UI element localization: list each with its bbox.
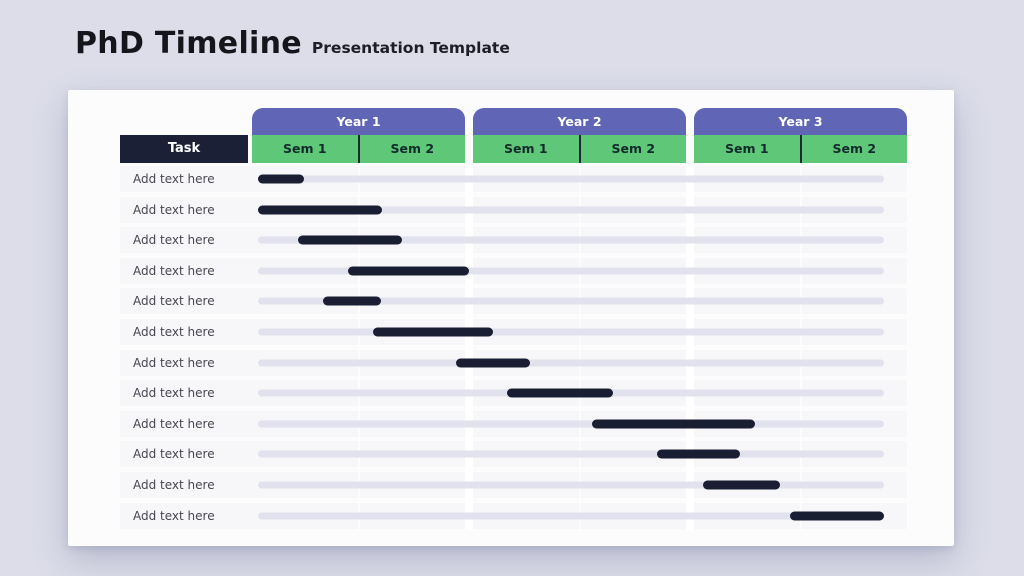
semester-header: Sem 1 <box>503 141 548 156</box>
task-rows: Add text here Add text here Add text her… <box>120 166 907 533</box>
gantt-bar <box>703 480 780 490</box>
year-group: Year 2 Sem 1 Sem 2 <box>473 108 686 163</box>
gantt-track <box>258 296 884 306</box>
task-placeholder-text[interactable]: Add text here <box>133 233 215 248</box>
year-header: Year 1 <box>252 108 465 135</box>
semester-row: Sem 1 Sem 2 <box>252 135 465 163</box>
task-row: Add text here <box>120 380 907 407</box>
year-group: Year 1 Sem 1 Sem 2 <box>252 108 465 163</box>
semester-header: Sem 1 <box>282 141 327 156</box>
task-row: Add text here <box>120 318 907 345</box>
task-placeholder-text[interactable]: Add text here <box>133 202 215 217</box>
task-column-header: Task <box>120 135 248 163</box>
gantt-track <box>258 235 884 245</box>
semester-header: Sem 2 <box>611 141 656 156</box>
task-placeholder-text[interactable]: Add text here <box>133 263 215 278</box>
gantt-track <box>258 327 884 337</box>
year-header: Year 3 <box>694 108 907 135</box>
task-row: Add text here <box>120 196 907 223</box>
page-subtitle: Presentation Template <box>311 39 510 57</box>
year-group: Year 3 Sem 1 Sem 2 <box>694 108 907 163</box>
gantt-track <box>258 358 884 368</box>
task-placeholder-text[interactable]: Add text here <box>133 172 215 186</box>
gantt-track <box>258 174 884 184</box>
semester-divider <box>799 135 802 163</box>
gantt-track <box>258 388 884 398</box>
semester-divider <box>357 135 360 163</box>
task-row: Add text here <box>120 471 907 498</box>
gantt-bar <box>657 449 740 459</box>
semester-row: Sem 1 Sem 2 <box>694 135 907 163</box>
gantt-bar <box>298 235 402 245</box>
page-title: PhD Timeline <box>75 26 302 61</box>
task-row: Add text here <box>120 410 907 437</box>
gantt-bar <box>348 266 469 276</box>
task-placeholder-text[interactable]: Add text here <box>133 324 215 339</box>
slide-header: PhD Timeline Presentation Template <box>75 26 510 61</box>
gantt-bar <box>592 419 755 429</box>
task-placeholder-text[interactable]: Add text here <box>133 477 215 492</box>
semester-row: Sem 1 Sem 2 <box>473 135 686 163</box>
semester-header: Sem 2 <box>832 141 877 156</box>
task-row: Add text here <box>120 349 907 376</box>
gantt-track <box>258 205 884 215</box>
gantt-bar <box>323 296 381 306</box>
gantt-bar <box>790 511 884 521</box>
task-row: Add text here <box>120 166 907 192</box>
gantt-track <box>258 419 884 429</box>
gantt-bar <box>373 327 493 337</box>
semester-header: Sem 2 <box>390 141 435 156</box>
gantt-track <box>258 480 884 490</box>
task-placeholder-text[interactable]: Add text here <box>133 294 215 309</box>
task-placeholder-text[interactable]: Add text here <box>133 416 215 431</box>
gantt-track <box>258 449 884 459</box>
task-row: Add text here <box>120 288 907 315</box>
task-row: Add text here <box>120 227 907 254</box>
gantt-bar <box>258 205 382 215</box>
gantt-track <box>258 511 884 521</box>
task-row: Add text here <box>120 502 907 529</box>
task-row: Add text here <box>120 441 907 468</box>
gantt-track <box>258 266 884 276</box>
year-header: Year 2 <box>473 108 686 135</box>
semester-header: Sem 1 <box>724 141 769 156</box>
task-placeholder-text[interactable]: Add text here <box>133 508 215 523</box>
timeline-card: Task Year 1 Sem 1 Sem 2 Year 2 Sem 1 Sem… <box>68 90 954 546</box>
task-row: Add text here <box>120 257 907 284</box>
task-placeholder-text[interactable]: Add text here <box>133 355 215 370</box>
task-placeholder-text[interactable]: Add text here <box>133 447 215 462</box>
gantt-bar <box>258 174 304 184</box>
gantt-bar <box>507 388 613 398</box>
semester-divider <box>578 135 581 163</box>
gantt-bar <box>456 358 530 368</box>
task-placeholder-text[interactable]: Add text here <box>133 386 215 401</box>
